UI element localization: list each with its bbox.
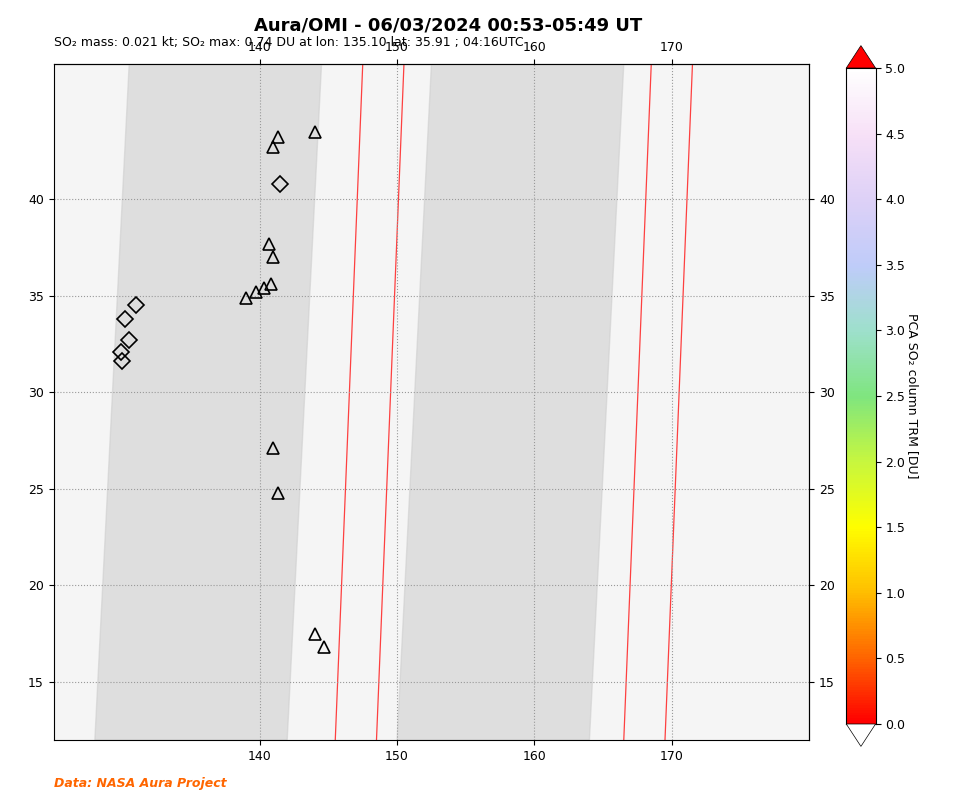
Text: PCA SO₂ column TRM [DU]: PCA SO₂ column TRM [DU]: [906, 314, 919, 478]
Polygon shape: [397, 64, 624, 740]
Text: Aura/OMI - 06/03/2024 00:53-05:49 UT: Aura/OMI - 06/03/2024 00:53-05:49 UT: [254, 16, 643, 34]
Text: SO₂ mass: 0.021 kt; SO₂ max: 0.74 DU at lon: 135.10 lat: 35.91 ; 04:16UTC: SO₂ mass: 0.021 kt; SO₂ max: 0.74 DU at …: [54, 36, 524, 49]
Polygon shape: [95, 64, 322, 740]
Text: Data: NASA Aura Project: Data: NASA Aura Project: [54, 778, 226, 790]
